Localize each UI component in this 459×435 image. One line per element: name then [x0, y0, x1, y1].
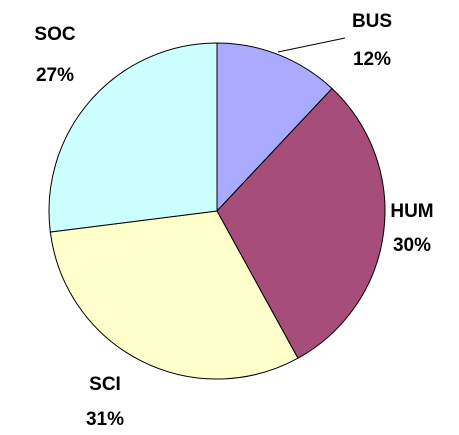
- slice-label: BUS: [352, 11, 392, 32]
- pie-slice: [216, 42, 333, 213]
- slice-value-label: 30%: [393, 235, 431, 256]
- leader-line: [277, 37, 346, 53]
- pie-slice: [216, 87, 386, 359]
- slice-label: SCI: [89, 374, 121, 395]
- pie-slice: [49, 210, 299, 380]
- slice-label: SOC: [34, 24, 75, 45]
- slice-label: HUM: [390, 201, 433, 222]
- pie-slice: [48, 42, 218, 233]
- slice-value-label: 27%: [36, 65, 74, 86]
- slice-value-label: 31%: [86, 409, 124, 430]
- slice-value-label: 12%: [353, 49, 391, 70]
